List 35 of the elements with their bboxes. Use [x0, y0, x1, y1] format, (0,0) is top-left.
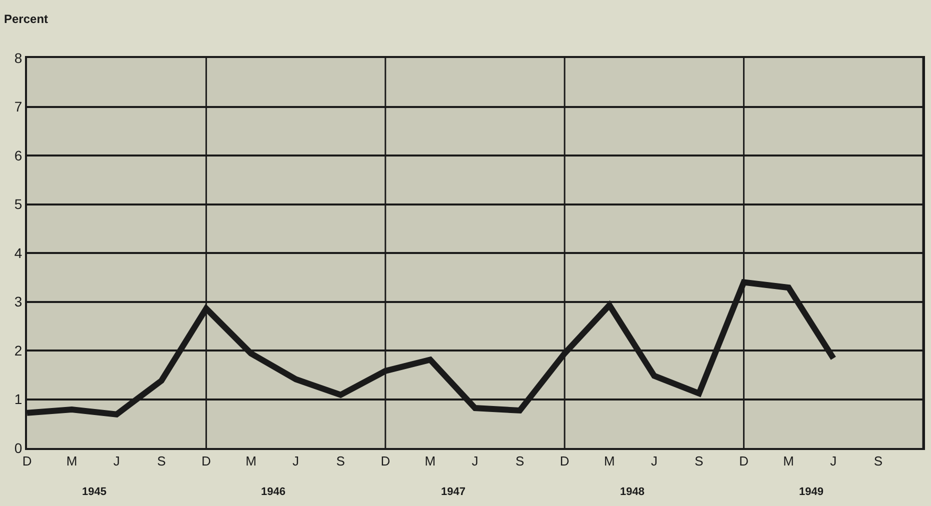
- x-tick-label: J: [830, 454, 837, 469]
- x-tick-label: S: [874, 454, 883, 469]
- x-tick-label: D: [202, 454, 211, 469]
- x-tick-label: J: [650, 454, 658, 469]
- y-tick-label: 1: [14, 391, 22, 408]
- x-tick-label: J: [113, 454, 120, 469]
- y-tick-label: 3: [14, 294, 22, 310]
- x-tick-label: M: [246, 454, 256, 469]
- text: 1948: [620, 486, 644, 498]
- x-tick-label: M: [604, 454, 615, 469]
- x-tick-label: S: [515, 454, 524, 469]
- x-tick-label: D: [739, 454, 748, 469]
- x-tick-label: M: [783, 454, 794, 469]
- x-tick-label: J: [472, 454, 478, 469]
- x-tick-label: J: [292, 454, 300, 469]
- text: 1945: [82, 486, 106, 498]
- y-tick-label: 6: [14, 147, 22, 164]
- text: 1947: [441, 486, 466, 498]
- y-tick-label: 5: [14, 196, 22, 212]
- y-tick-label: 0: [14, 440, 22, 456]
- text: 1946: [261, 486, 286, 498]
- y-tick-label: 2: [14, 342, 22, 358]
- x-tick-label: D: [22, 454, 32, 469]
- x-tick-label: D: [380, 454, 390, 469]
- x-tick-label: D: [560, 454, 570, 469]
- y-tick-label: 7: [14, 98, 22, 115]
- x-tick-label: S: [694, 454, 704, 469]
- y-axis-title: Percent: [4, 12, 48, 26]
- x-tick-label: M: [66, 454, 78, 469]
- x-tick-label: S: [336, 454, 346, 469]
- y-tick-label: 8: [14, 50, 22, 66]
- x-tick-label: S: [157, 454, 166, 469]
- text: 1949: [799, 486, 824, 498]
- y-tick-label: 4: [14, 244, 22, 261]
- x-tick-label: M: [424, 454, 436, 469]
